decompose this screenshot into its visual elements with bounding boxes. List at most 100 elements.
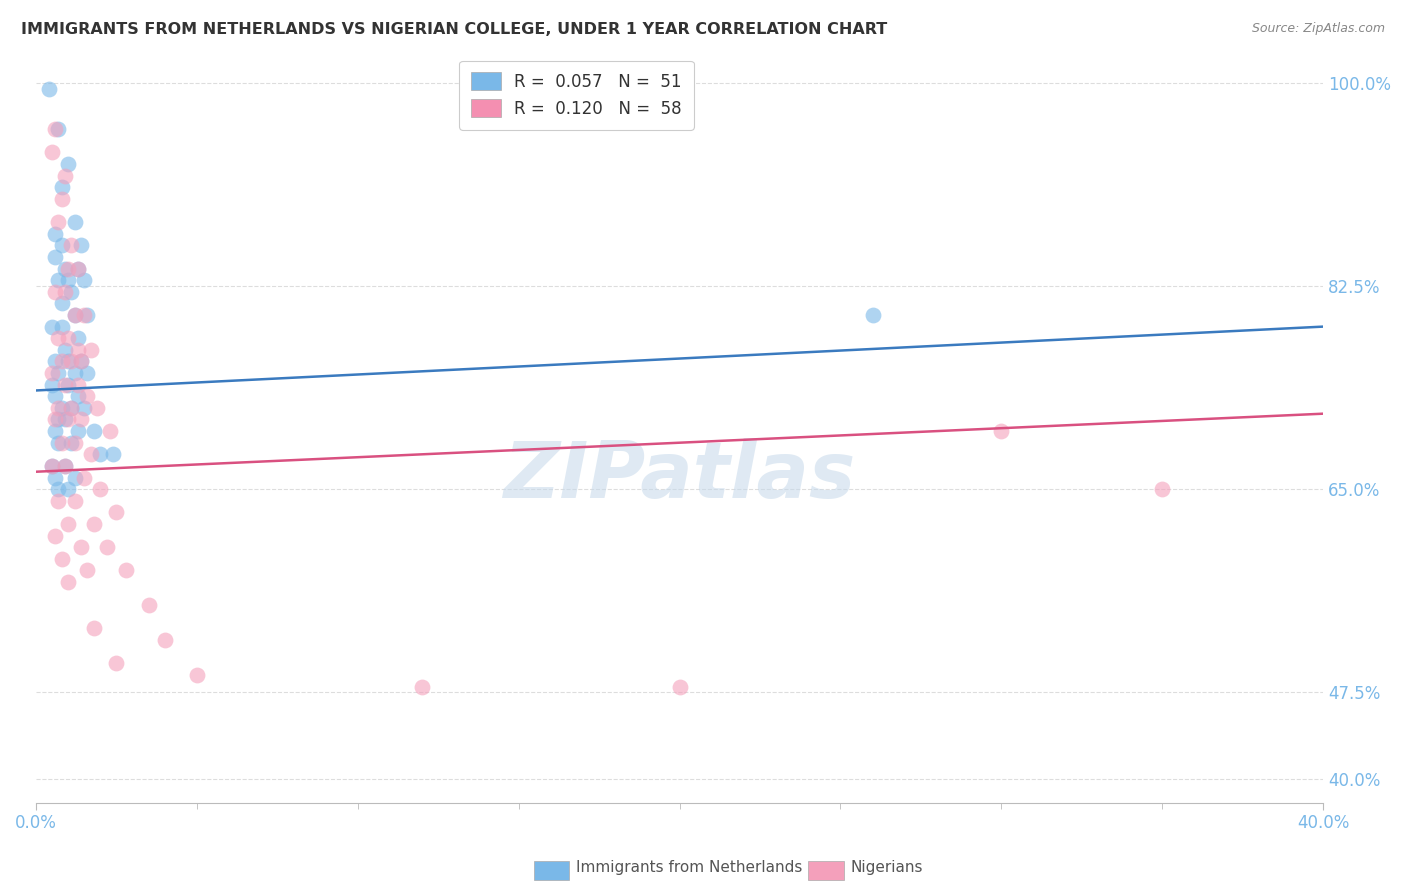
Point [56,273,79,287]
Point [38,81,60,95]
Point [56,377,79,392]
Point [41,319,63,334]
Point [51,401,73,415]
Point [79,447,101,461]
Point [44,424,66,438]
Point [66,261,89,276]
Point [41,145,63,160]
Point [48,273,70,287]
Point [53,285,76,299]
Text: Immigrants from Netherlands: Immigrants from Netherlands [576,860,803,875]
Point [63,366,86,380]
Point [668,680,690,694]
Legend: R =  0.057   N =  51, R =  0.120   N =  58: R = 0.057 N = 51, R = 0.120 N = 58 [460,61,693,129]
Point [48,493,70,508]
Point [44,285,66,299]
Point [48,401,70,415]
Point [56,261,79,276]
Point [53,169,76,183]
Text: ZIPatlas: ZIPatlas [503,438,856,514]
Point [48,215,70,229]
Point [51,319,73,334]
Point [76,389,98,403]
Point [51,354,73,368]
Point [66,424,89,438]
Point [66,389,89,403]
Point [56,516,79,531]
Point [76,366,98,380]
Point [48,435,70,450]
Point [990,424,1012,438]
Point [44,470,66,484]
Point [70,540,93,554]
Point [70,238,93,252]
Point [48,412,70,426]
Point [56,412,79,426]
Point [51,551,73,566]
Point [411,680,433,694]
Point [48,366,70,380]
Point [48,331,70,345]
Point [56,331,79,345]
Point [44,354,66,368]
Point [186,668,208,682]
Point [44,412,66,426]
Point [70,412,93,426]
Point [44,389,66,403]
Point [66,377,89,392]
Point [51,435,73,450]
Point [53,412,76,426]
Point [63,435,86,450]
Point [73,401,96,415]
Point [1152,482,1174,496]
Point [51,238,73,252]
Point [48,122,70,136]
Point [63,308,86,322]
Point [76,563,98,577]
Point [51,180,73,194]
Point [53,343,76,357]
Point [60,285,83,299]
Point [79,343,101,357]
Point [105,657,128,671]
Point [70,354,93,368]
Point [44,528,66,542]
Point [63,493,86,508]
Point [60,435,83,450]
Point [63,308,86,322]
Point [115,563,138,577]
Point [44,122,66,136]
Point [862,308,884,322]
Text: IMMIGRANTS FROM NETHERLANDS VS NIGERIAN COLLEGE, UNDER 1 YEAR CORRELATION CHART: IMMIGRANTS FROM NETHERLANDS VS NIGERIAN … [21,22,887,37]
Point [41,458,63,473]
Point [51,296,73,310]
Point [66,343,89,357]
Point [53,377,76,392]
Point [66,331,89,345]
Point [53,458,76,473]
Point [41,377,63,392]
Point [70,354,93,368]
Point [138,599,160,613]
Text: Nigerians: Nigerians [851,860,924,875]
Point [44,250,66,264]
Point [56,574,79,589]
Point [63,470,86,484]
Point [89,447,111,461]
Point [96,540,118,554]
Point [56,354,79,368]
Point [44,227,66,241]
Point [60,238,83,252]
Point [51,192,73,206]
Point [41,458,63,473]
Point [83,424,105,438]
Point [73,470,96,484]
Point [53,261,76,276]
Point [48,482,70,496]
Point [98,424,121,438]
Point [53,458,76,473]
Text: Source: ZipAtlas.com: Source: ZipAtlas.com [1251,22,1385,36]
Point [105,505,128,519]
Point [83,622,105,636]
Point [66,261,89,276]
